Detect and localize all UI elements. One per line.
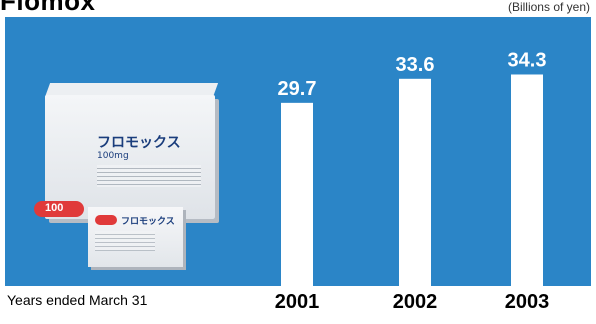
product-brand-label: フロモックス: [97, 135, 181, 151]
product-box-large: [45, 95, 215, 219]
chart-title-fragment: Flomox: [0, 0, 96, 16]
product-dose-label: 100mg: [97, 151, 129, 161]
bar-2001: [281, 102, 313, 286]
product-box-text-lines: [97, 165, 201, 187]
product-small-brand-label: フロモックス: [121, 217, 175, 227]
product-red-badge: [34, 201, 84, 217]
product-badge-label: 100: [45, 202, 64, 214]
bar-value-label-2002: 33.6: [396, 54, 435, 76]
product-small-text-lines: [95, 231, 155, 251]
bar-chart: 29.7 33.6 34.3: [278, 49, 547, 286]
bar-2003: [511, 74, 543, 286]
x-tick-label-2002: 2002: [392, 291, 438, 313]
bar-2002: [399, 78, 431, 286]
bar-value-label-2001: 29.7: [278, 78, 317, 100]
bar-value-label-2003: 34.3: [508, 49, 547, 71]
unit-label: (Billions of yen): [507, 0, 590, 14]
x-tick-label-2003: 2003: [504, 291, 550, 313]
product-small-red-badge: [95, 215, 117, 225]
x-tick-label-2001: 2001: [274, 291, 320, 313]
chart-panel: フロモックス 100mg 100 フロモックス 29.7 33.6 34.3: [5, 17, 591, 286]
x-axis-note: Years ended March 31: [7, 292, 148, 308]
